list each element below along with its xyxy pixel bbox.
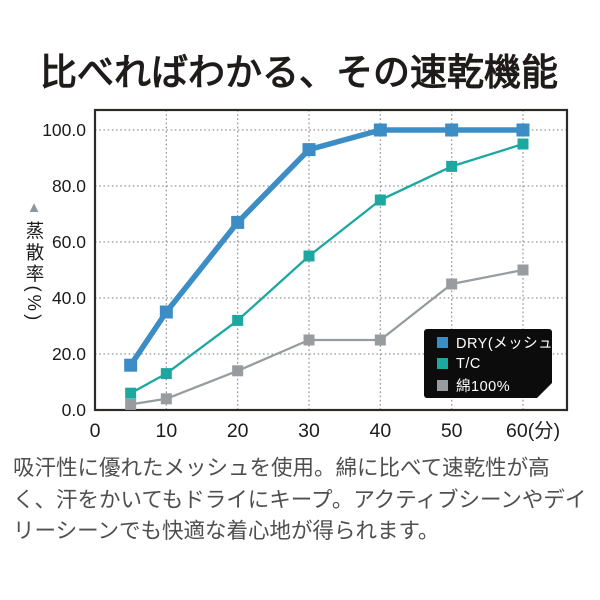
data-point-dry: [124, 358, 138, 372]
legend-item-dry: DRY(メッシュ): [437, 332, 552, 353]
data-point-dry: [445, 123, 459, 137]
data-point-dry: [373, 123, 387, 137]
description-line: く、汗をかいてもドライにキープ。アクティブシーンやデイ: [13, 487, 587, 512]
legend-swatch-tc: [437, 358, 448, 369]
x-tick-label: 50: [441, 420, 463, 442]
data-point-cotton: [232, 365, 244, 377]
data-point-cotton: [446, 278, 458, 290]
legend-label-cotton: 綿100%: [456, 378, 511, 395]
y-tick-label: 0.0: [62, 400, 87, 420]
evaporation-rate-chart: ▲ 蒸散率(%) 0.0 20.0 40.0 60.0 80.0 100.0 0 10 20 30…: [0, 100, 600, 450]
x-tick-label: 10: [155, 420, 177, 442]
legend-item-tc: T/C: [437, 356, 552, 372]
x-tick-label: 40: [369, 420, 391, 442]
description-line: リーシーンでも快適な着心地が得られます。: [13, 519, 440, 543]
description-line: 吸汗性に優れたメッシュを使用。綿に比べて速乾性が高: [13, 456, 550, 480]
y-tick-label: 60.0: [52, 232, 86, 252]
data-point-dry: [302, 143, 316, 157]
y-tick-label: 100.0: [42, 120, 86, 140]
data-point-cotton: [160, 393, 172, 405]
data-point-dry: [516, 123, 530, 137]
y-tick-label: 20.0: [52, 344, 86, 364]
description: 吸汗性に優れたメッシュを使用。綿に比べて速乾性が高 く、汗をかいてもドライにキー…: [13, 453, 586, 548]
x-tick-label: 60(分): [506, 420, 560, 442]
x-tick-label: 20: [227, 420, 249, 442]
data-point-cotton: [303, 334, 315, 346]
data-point-tc: [374, 194, 386, 206]
plot-border: [93, 108, 569, 412]
data-point-tc: [232, 314, 244, 326]
data-point-tc: [303, 250, 315, 262]
page-title: 比べればわかる、その速乾機能: [40, 52, 558, 93]
data-point-tc: [446, 160, 458, 172]
legend-label-dry: DRY(メッシュ): [456, 335, 559, 352]
data-point-cotton: [517, 264, 529, 276]
data-point-dry: [159, 305, 173, 319]
legend-item-cotton: 綿100%: [437, 375, 552, 396]
data-point-tc: [517, 138, 529, 150]
x-tick-label: 0: [90, 420, 101, 442]
plot-area: 0.0 20.0 40.0 60.0 80.0 100.0 0 10 20 30 40 50 60(分): [42, 108, 569, 442]
y-axis-label: ▲ 蒸散率(%): [20, 200, 48, 323]
legend-label-tc: T/C: [456, 355, 481, 372]
data-point-tc: [125, 387, 137, 399]
data-point-cotton: [125, 398, 137, 410]
data-point-tc: [160, 368, 172, 380]
chart-legend: DRY(メッシュ) T/C 綿100%: [424, 329, 552, 398]
y-axis-label-text: 蒸散率(%): [24, 221, 45, 324]
legend-swatch-dry: [437, 337, 448, 348]
legend-swatch-cotton: [437, 380, 448, 391]
y-tick-label: 40.0: [52, 288, 86, 308]
triangle-up-icon: ▲: [26, 199, 42, 216]
y-tick-label: 80.0: [52, 176, 86, 196]
data-point-cotton: [374, 334, 386, 346]
x-tick-label: 30: [298, 420, 320, 442]
data-point-dry: [231, 215, 245, 229]
